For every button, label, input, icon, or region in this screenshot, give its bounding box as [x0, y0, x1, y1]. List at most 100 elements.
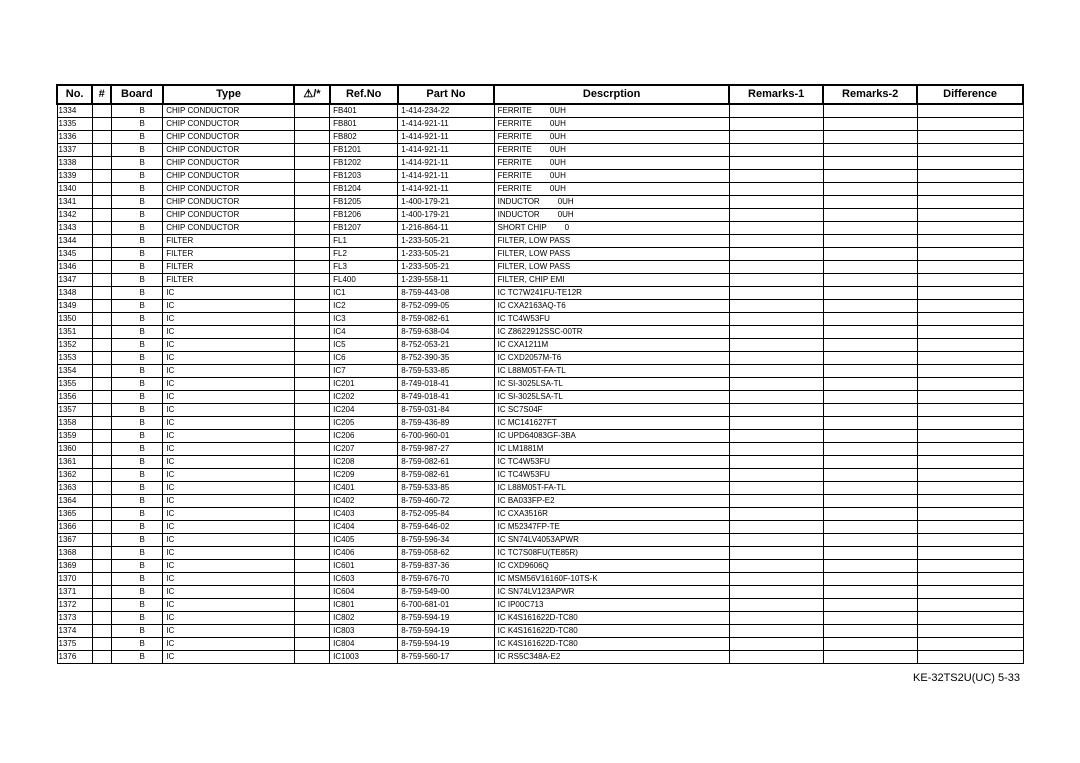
- table-row: 1336BCHIP CONDUCTORFB8021-414-921-11FERR…: [57, 131, 1023, 144]
- table-row: 1344BFILTERFL11-233-505-21FILTER, LOW PA…: [57, 235, 1023, 248]
- cell-remarks1: [729, 417, 823, 430]
- cell-difference: [917, 352, 1023, 365]
- cell-type: IC: [163, 534, 295, 547]
- cell-difference: [917, 560, 1023, 573]
- cell-warn: [294, 248, 329, 261]
- cell-difference: [917, 313, 1023, 326]
- cell-hash: [92, 612, 111, 625]
- cell-part: 8-759-082-61: [398, 469, 494, 482]
- cell-no: 1339: [57, 170, 92, 183]
- cell-part: 6-700-960-01: [398, 430, 494, 443]
- cell-warn: [294, 417, 329, 430]
- table-row: 1357BICIC2048-759-031-84IC SC7S04F: [57, 404, 1023, 417]
- cell-board: B: [111, 378, 163, 391]
- cell-warn: [294, 183, 329, 196]
- table-row: 1366BICIC4048-759-646-02IC M52347FP-TE: [57, 521, 1023, 534]
- cell-warn: [294, 495, 329, 508]
- cell-type: CHIP CONDUCTOR: [163, 196, 295, 209]
- cell-part: 6-700-681-01: [398, 599, 494, 612]
- cell-part: 8-752-095-84: [398, 508, 494, 521]
- cell-remarks2: [823, 378, 917, 391]
- table-row: 1375BICIC8048-759-594-19IC K4S161622D-TC…: [57, 638, 1023, 651]
- cell-remarks2: [823, 599, 917, 612]
- cell-board: B: [111, 456, 163, 469]
- cell-remarks1: [729, 534, 823, 547]
- cell-hash: [92, 534, 111, 547]
- cell-difference: [917, 547, 1023, 560]
- header-row: No. # Board Type ⚠/* Ref.No Part No Desc…: [57, 85, 1023, 104]
- cell-part: 8-759-443-08: [398, 287, 494, 300]
- cell-board: B: [111, 508, 163, 521]
- cell-hash: [92, 469, 111, 482]
- cell-difference: [917, 235, 1023, 248]
- table-row: 1340BCHIP CONDUCTORFB12041-414-921-11FER…: [57, 183, 1023, 196]
- cell-difference: [917, 430, 1023, 443]
- cell-difference: [917, 612, 1023, 625]
- cell-hash: [92, 157, 111, 170]
- cell-no: 1367: [57, 534, 92, 547]
- cell-no: 1361: [57, 456, 92, 469]
- cell-hash: [92, 274, 111, 287]
- cell-no: 1351: [57, 326, 92, 339]
- parts-table: No. # Board Type ⚠/* Ref.No Part No Desc…: [56, 84, 1024, 664]
- cell-description: IC LM1881M: [494, 443, 729, 456]
- cell-hash: [92, 209, 111, 222]
- cell-remarks2: [823, 456, 917, 469]
- cell-remarks2: [823, 651, 917, 664]
- table-row: 1361BICIC2088-759-082-61IC TC4W53FU: [57, 456, 1023, 469]
- cell-description: IC UPD64083GF-3BA: [494, 430, 729, 443]
- table-row: 1367BICIC4058-759-596-34IC SN74LV4053APW…: [57, 534, 1023, 547]
- cell-description: FILTER, LOW PASS: [494, 261, 729, 274]
- cell-hash: [92, 104, 111, 118]
- cell-difference: [917, 391, 1023, 404]
- cell-ref: IC604: [330, 586, 398, 599]
- cell-no: 1363: [57, 482, 92, 495]
- cell-description: IC L88M05T-FA-TL: [494, 482, 729, 495]
- cell-part: 8-759-676-70: [398, 573, 494, 586]
- table-row: 1362BICIC2098-759-082-61IC TC4W53FU: [57, 469, 1023, 482]
- table-row: 1371BICIC6048-759-549-00IC SN74LV123APWR: [57, 586, 1023, 599]
- cell-part: 1-414-921-11: [398, 157, 494, 170]
- cell-description: IC SI-3025LSA-TL: [494, 391, 729, 404]
- cell-ref: FB1205: [330, 196, 398, 209]
- cell-type: IC: [163, 573, 295, 586]
- cell-difference: [917, 222, 1023, 235]
- cell-warn: [294, 313, 329, 326]
- cell-board: B: [111, 131, 163, 144]
- cell-type: FILTER: [163, 248, 295, 261]
- cell-difference: [917, 456, 1023, 469]
- cell-part: 1-414-921-11: [398, 144, 494, 157]
- cell-no: 1364: [57, 495, 92, 508]
- cell-difference: [917, 104, 1023, 118]
- cell-part: 8-752-390-35: [398, 352, 494, 365]
- cell-remarks1: [729, 586, 823, 599]
- cell-warn: [294, 586, 329, 599]
- cell-type: CHIP CONDUCTOR: [163, 104, 295, 118]
- cell-no: 1362: [57, 469, 92, 482]
- cell-description: IC K4S161622D-TC80: [494, 625, 729, 638]
- cell-type: IC: [163, 638, 295, 651]
- cell-hash: [92, 144, 111, 157]
- cell-description: IC CXD2057M-T6: [494, 352, 729, 365]
- cell-warn: [294, 157, 329, 170]
- table-row: 1350BICIC38-759-082-61IC TC4W53FU: [57, 313, 1023, 326]
- cell-no: 1336: [57, 131, 92, 144]
- cell-part: 1-233-505-21: [398, 248, 494, 261]
- cell-hash: [92, 248, 111, 261]
- cell-no: 1337: [57, 144, 92, 157]
- cell-ref: IC3: [330, 313, 398, 326]
- cell-board: B: [111, 352, 163, 365]
- cell-board: B: [111, 651, 163, 664]
- header-remarks1: Remarks-1: [729, 85, 823, 104]
- cell-remarks2: [823, 365, 917, 378]
- cell-warn: [294, 547, 329, 560]
- cell-warn: [294, 365, 329, 378]
- cell-remarks1: [729, 404, 823, 417]
- cell-ref: IC1: [330, 287, 398, 300]
- cell-remarks1: [729, 482, 823, 495]
- cell-remarks2: [823, 209, 917, 222]
- cell-warn: [294, 118, 329, 131]
- table-row: 1341BCHIP CONDUCTORFB12051-400-179-21IND…: [57, 196, 1023, 209]
- cell-description: IC TC4W53FU: [494, 313, 729, 326]
- cell-board: B: [111, 430, 163, 443]
